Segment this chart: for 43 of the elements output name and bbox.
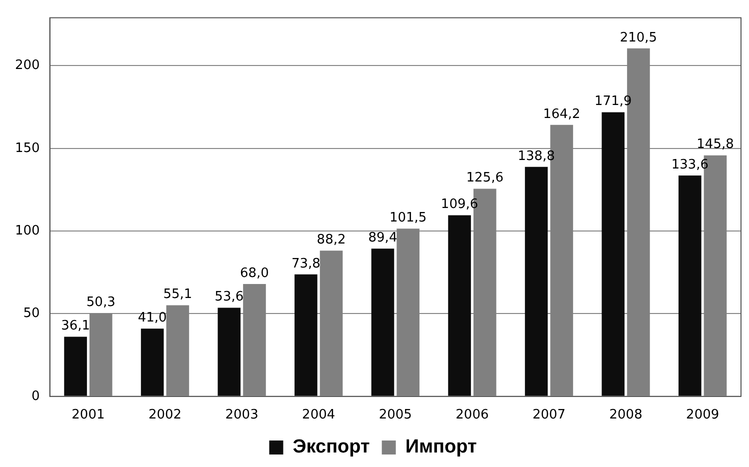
y-tick-label: 50	[23, 306, 40, 322]
bar	[64, 336, 87, 396]
data-label: 171,9	[594, 94, 632, 110]
data-label: 53,6	[214, 290, 244, 305]
data-label: 41,0	[138, 310, 167, 326]
bar	[294, 274, 318, 396]
x-tick-label: 2009	[686, 408, 720, 423]
data-label: 133,6	[671, 157, 709, 172]
bar	[218, 308, 241, 396]
data-label: 36,1	[61, 318, 90, 334]
data-label: 88,2	[316, 232, 346, 248]
y-tick-label: 150	[14, 140, 40, 156]
x-tick-label: 2001	[72, 408, 105, 423]
data-label: 73,8	[291, 256, 320, 272]
data-label: 50,3	[86, 295, 116, 310]
legend-label: Импорт	[405, 436, 477, 458]
x-tick-label: 2004	[302, 408, 336, 423]
data-label: 68,0	[240, 266, 269, 281]
x-tick-label: 2002	[148, 408, 182, 423]
x-tick-label: 2003	[225, 408, 258, 423]
data-label: 138,8	[518, 148, 555, 164]
y-tick-label: 0	[32, 388, 40, 404]
x-tick-label: 2007	[532, 408, 566, 423]
x-tick-label: 2006	[456, 408, 489, 423]
x-tick-label: 2008	[609, 408, 642, 423]
data-label: 210,5	[620, 30, 658, 46]
bar	[602, 112, 625, 396]
bar	[140, 328, 164, 396]
bar	[678, 176, 702, 396]
data-label: 89,4	[368, 230, 398, 246]
data-label: 145,8	[696, 137, 734, 152]
bar	[448, 215, 471, 396]
bar	[524, 166, 548, 396]
data-label: 55,1	[163, 287, 192, 302]
legend-label: Экспорт	[292, 436, 370, 458]
data-label: 109,6	[440, 197, 478, 212]
x-tick-label: 2005	[378, 408, 412, 423]
data-label: 164,2	[543, 106, 580, 122]
data-label: 125,6	[466, 170, 504, 186]
bar	[371, 248, 394, 396]
y-tick-label: 200	[14, 58, 40, 74]
y-tick-label: 100	[14, 223, 40, 238]
data-label: 101,5	[389, 210, 427, 226]
